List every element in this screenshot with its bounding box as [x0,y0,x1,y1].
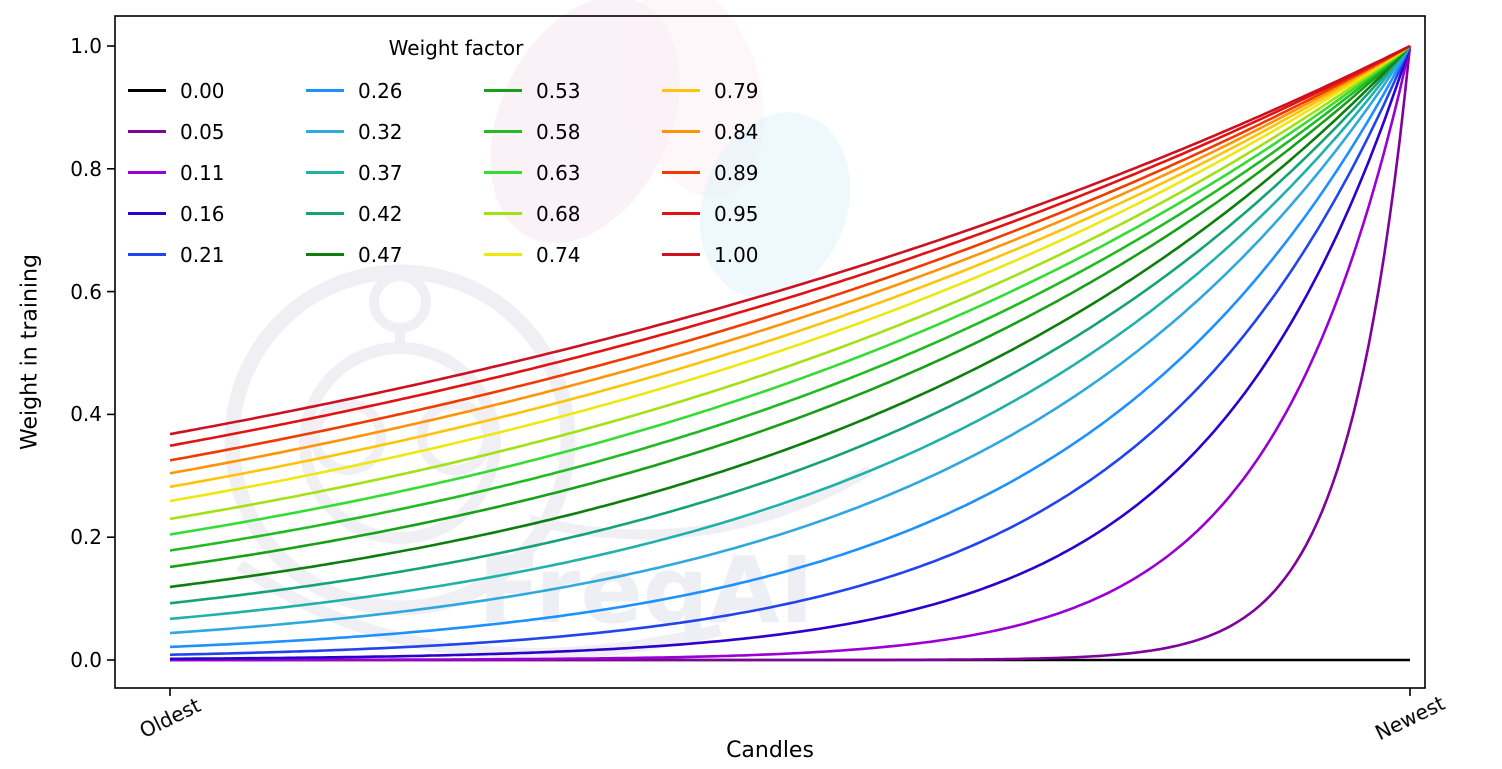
legend-label: 0.21 [180,242,225,267]
legend-item: 0.63 [484,152,662,193]
series-line-0.84 [169,44,1411,475]
legend-label: 0.32 [358,119,403,144]
legend-grid: 0.00 0.05 0.11 0.16 0.21 0.26 0.32 0.37 0.42 0.47… [128,70,784,275]
legend-line-swatch [662,89,700,92]
series-line-0.79 [169,44,1411,489]
legend-line-swatch [306,130,344,133]
legend-label: 0.63 [536,160,581,185]
series-curves [169,44,1412,662]
legend-line-swatch [128,130,166,133]
legend-line-swatch [662,130,700,133]
legend-label: 0.37 [358,160,403,185]
legend-item: 0.32 [306,111,484,152]
legend-item: 0.42 [306,193,484,234]
legend-item: 0.68 [484,193,662,234]
legend-label: 0.11 [180,160,225,185]
legend-item: 0.79 [662,70,840,111]
legend-item: 0.00 [128,70,306,111]
legend-line-swatch [484,171,522,174]
watermark-petal-blue [699,112,851,298]
series-line-0.68 [169,44,1411,521]
legend-line-swatch [306,212,344,215]
axes-box [114,15,1426,689]
legend-line-swatch [662,253,700,256]
legend-line-swatch [128,253,166,256]
legend-label: 0.84 [714,119,759,144]
watermark-logo-left-eye [310,399,386,475]
series-line-0.47 [169,45,1411,589]
legend-label: 0.74 [536,242,581,267]
legend-item: 0.84 [662,111,840,152]
series-line-0.21 [169,45,1412,657]
series-line-0.32 [169,45,1412,635]
legend-item: 1.00 [662,234,840,275]
y-tick-label: 0.8 [70,156,102,181]
legend-item: 0.16 [128,193,306,234]
legend-line-swatch [662,212,700,215]
series-line-0.74 [169,44,1411,503]
watermark-logo-wing-arc-1 [236,560,722,660]
legend-item: 0.95 [662,193,840,234]
series-line-0.37 [169,45,1412,621]
series-line-0.63 [169,44,1411,536]
legend-line-swatch [484,212,522,215]
legend-label: 0.26 [358,78,403,103]
series-line-0.11 [170,45,1412,662]
legend-label: 0.58 [536,119,581,144]
series-line-0.16 [170,45,1412,661]
y-tick-label: 0.0 [70,648,102,672]
legend-label: 0.68 [536,201,581,226]
legend-label: 0.47 [358,242,403,267]
watermark-logo-crown-circle [369,271,431,333]
legend-label: 1.00 [714,242,759,267]
legend-line-swatch [128,212,166,215]
legend-line-swatch [306,89,344,92]
legend-item: 0.47 [306,234,484,275]
legend-line-swatch [306,253,344,256]
legend-line-swatch [484,130,522,133]
series-line-0.89 [169,44,1411,462]
legend-line-swatch [128,89,166,92]
legend-item: 0.21 [128,234,306,275]
series-line-0.42 [169,45,1411,605]
legend-line-swatch [484,253,522,256]
y-tick-label: 1.0 [70,34,102,58]
legend-label: 0.42 [358,201,403,226]
legend-label: 0.00 [180,78,225,103]
y-tick-label: 0.4 [70,402,102,427]
legend-line-swatch [306,171,344,174]
y-axis-label: Weight in training [17,254,43,450]
legend-item: 0.26 [306,70,484,111]
legend-item: 0.53 [484,70,662,111]
y-tick-label: 0.6 [70,279,102,304]
legend-label: 0.79 [714,78,759,103]
legend-label: 0.95 [714,201,759,226]
series-line-0.95 [169,44,1411,447]
series-line-0.58 [169,45,1411,552]
legend-item: 0.37 [306,152,484,193]
x-axis-label: Candles [726,738,814,763]
legend-label: 0.16 [180,201,225,226]
legend-item: 0.58 [484,111,662,152]
legend-label: 0.89 [714,160,759,185]
legend-line-swatch [484,89,522,92]
watermark-logo-wing-arc-2 [528,465,873,540]
legend-label: 0.05 [180,119,225,144]
series-line-0.53 [169,45,1411,569]
legend-line-swatch [662,171,700,174]
y-tick-label: 0.2 [70,525,102,550]
axis-ticks [107,45,1411,696]
legend-item: 0.11 [128,152,306,193]
legend-item: 0.74 [484,234,662,275]
series-line-1.00 [169,44,1411,436]
legend-item: 0.05 [128,111,306,152]
series-line-0.26 [169,45,1412,649]
legend: Weight factor 0.00 0.05 0.11 0.16 0.21 0.26 0.… [128,34,784,275]
legend-label: 0.53 [536,78,581,103]
legend-item: 0.89 [662,152,840,193]
legend-line-swatch [128,171,166,174]
legend-title: Weight factor [388,36,524,60]
